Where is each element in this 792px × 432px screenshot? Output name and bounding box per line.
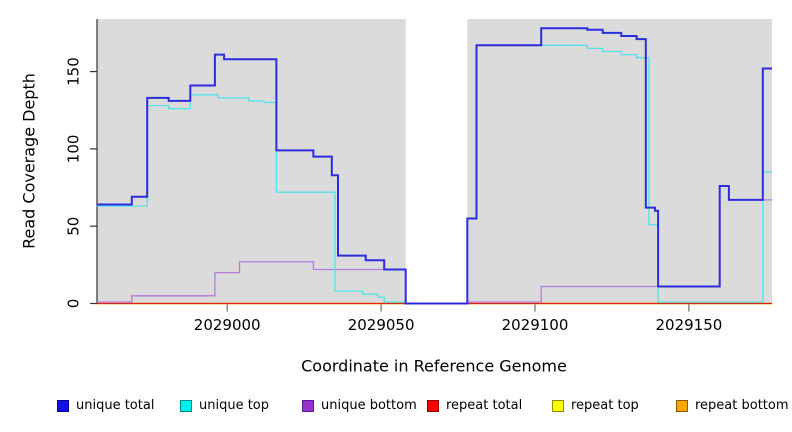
y-tick-label: 150 bbox=[65, 57, 83, 86]
legend-label: repeat top bbox=[571, 398, 639, 413]
legend-swatch-repeat-bottom bbox=[676, 399, 688, 412]
shaded-region bbox=[467, 19, 772, 304]
shaded-region bbox=[97, 19, 406, 304]
x-axis-title: Coordinate in Reference Genome bbox=[301, 356, 567, 376]
legend-label: unique bottom bbox=[321, 398, 417, 413]
x-tick-label: 2029150 bbox=[655, 316, 722, 334]
x-tick-label: 2029000 bbox=[194, 316, 261, 334]
legend-swatch-unique-total bbox=[57, 399, 69, 412]
legend-label: repeat bottom bbox=[695, 398, 789, 413]
legend-swatch-unique-bottom bbox=[302, 399, 314, 412]
legend-item-unique-total: unique total bbox=[57, 398, 154, 413]
legend-item-unique-top: unique top bbox=[180, 398, 269, 413]
y-tick-label: 100 bbox=[65, 135, 83, 164]
legend-swatch-repeat-top bbox=[552, 399, 564, 412]
legend: unique total unique top unique bottom re… bbox=[0, 398, 792, 422]
series-unique-total bbox=[97, 27, 772, 305]
legend-label: unique total bbox=[76, 398, 155, 413]
legend-label: repeat total bbox=[446, 398, 523, 413]
legend-swatch-unique-top bbox=[180, 399, 192, 412]
y-axis-title: Read Coverage Depth bbox=[19, 73, 39, 249]
series-unique-top bbox=[97, 44, 772, 305]
legend-item-repeat-bottom: repeat bottom bbox=[676, 398, 789, 413]
legend-item-unique-bottom: unique bottom bbox=[302, 398, 417, 413]
y-tick-label: 50 bbox=[65, 217, 83, 236]
x-tick-label: 2029100 bbox=[502, 316, 569, 334]
legend-label: unique top bbox=[199, 398, 270, 413]
x-tick-label: 2029050 bbox=[348, 316, 415, 334]
legend-swatch-repeat-total bbox=[427, 399, 439, 412]
legend-item-repeat-total: repeat total bbox=[427, 398, 522, 413]
legend-item-repeat-top: repeat top bbox=[552, 398, 639, 413]
y-tick-label: 0 bbox=[65, 299, 83, 309]
